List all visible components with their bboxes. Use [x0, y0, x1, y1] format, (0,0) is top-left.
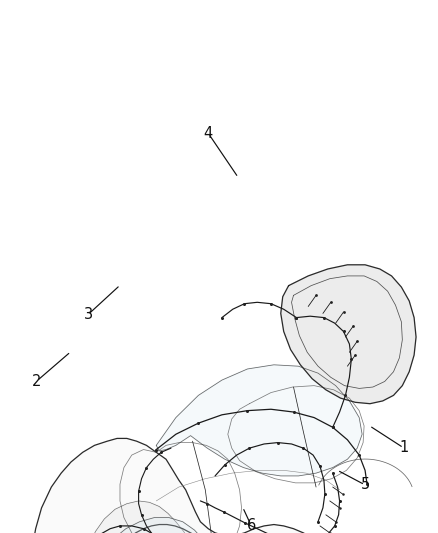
Text: 4: 4 — [204, 126, 213, 141]
Polygon shape — [29, 439, 374, 533]
Text: 2: 2 — [32, 374, 41, 389]
Polygon shape — [68, 501, 360, 533]
Polygon shape — [156, 365, 362, 476]
Text: 6: 6 — [247, 518, 256, 533]
Text: 3: 3 — [84, 307, 92, 322]
Text: 5: 5 — [360, 478, 370, 492]
Text: 1: 1 — [399, 440, 408, 455]
Polygon shape — [281, 265, 416, 403]
Polygon shape — [91, 518, 208, 533]
